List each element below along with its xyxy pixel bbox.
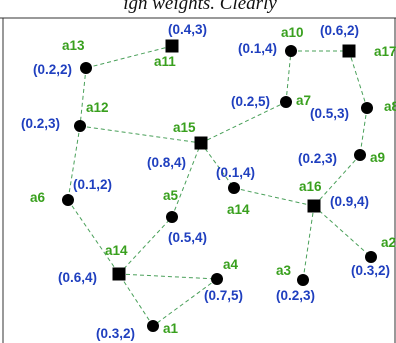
- edge-a4-a1: [152, 278, 218, 327]
- node-a14b: a14 (0.1,4): [216, 165, 255, 217]
- edge-a9-a16: [313, 154, 361, 207]
- node-a6-label: a6: [30, 190, 46, 205]
- node-a9-coord: (0.2,3): [298, 151, 337, 166]
- node-a7: a7 (0.2,5): [231, 93, 311, 109]
- node-a6: a6 (0.1,2): [30, 177, 112, 206]
- node-a2-circle-marker: [365, 251, 377, 263]
- node-a12-circle-marker: [74, 120, 86, 132]
- edge-a16-a2: [313, 205, 372, 258]
- node-a13: a13 (0.2,2): [33, 38, 92, 77]
- node-a9: a9 (0.2,3): [298, 149, 385, 166]
- node-a17-square-marker: [342, 44, 356, 58]
- node-a1-label: a1: [163, 321, 179, 336]
- node-a17-label: a17: [374, 44, 396, 59]
- node-a14: a14 (0.6,4): [58, 243, 128, 285]
- node-a14b-coord: (0.1,4): [216, 165, 255, 180]
- node-a10-label: a10: [281, 25, 304, 40]
- node-a15-coord: (0.8,4): [147, 155, 186, 170]
- node-a11: a11 (0.4,3): [154, 22, 207, 69]
- node-a14b-circle-marker: [228, 182, 240, 194]
- node-a11-label: a11: [154, 54, 176, 69]
- edge-a1-a14: [118, 273, 154, 327]
- node-a3: a3 (0.2,3): [276, 263, 315, 303]
- node-a1-coord: (0.3,2): [96, 326, 135, 341]
- edge-a13-a12: [79, 67, 87, 127]
- node-a8: a8 (0.5,3): [310, 99, 396, 121]
- node-a17-coord: (0.6,2): [320, 23, 359, 38]
- node-a9-circle-marker: [354, 149, 366, 161]
- node-a15-label: a15: [173, 120, 196, 135]
- node-a3-label: a3: [276, 263, 292, 278]
- node-a16-square-marker: [307, 199, 321, 213]
- node-a6-coord: (0.1,2): [73, 177, 112, 192]
- node-a8-coord: (0.5,3): [310, 106, 349, 121]
- node-a16-coord: (0.9,4): [330, 194, 369, 209]
- node-a4-coord: (0.7,5): [204, 288, 243, 303]
- edge-a14-a5: [118, 216, 173, 275]
- node-a4-label: a4: [223, 257, 239, 272]
- edge-a6-a14: [67, 199, 120, 275]
- edge-a16-a3: [302, 205, 315, 281]
- node-a2: a2 (0.3,2): [351, 235, 396, 278]
- node-a5-coord: (0.5,4): [168, 230, 207, 245]
- node-a2-coord: (0.3,2): [351, 263, 390, 278]
- node-a3-circle-marker: [297, 274, 309, 286]
- node-a9-label: a9: [370, 150, 385, 165]
- node-a14-label: a14: [105, 243, 128, 258]
- node-a14-square-marker: [112, 267, 126, 281]
- node-a10-coord: (0.1,4): [238, 41, 277, 56]
- node-a1: a1 (0.3,2): [96, 320, 179, 341]
- node-a5-circle-marker: [166, 211, 178, 223]
- node-a12-label: a12: [86, 100, 109, 115]
- node-a4-circle-marker: [211, 273, 223, 285]
- node-a15: a15 (0.8,4): [147, 120, 208, 170]
- node-a11-coord: (0.4,3): [168, 22, 207, 37]
- edge-a11-a13: [85, 45, 173, 69]
- node-a15-square-marker: [194, 136, 208, 150]
- node-a8-circle-marker: [361, 102, 373, 114]
- node-a16-label: a16: [299, 179, 322, 194]
- node-a7-circle-marker: [280, 96, 292, 108]
- edge-a17-a8: [348, 50, 368, 109]
- node-a5: a5 (0.5,4): [163, 188, 207, 245]
- node-a4: a4 (0.7,5): [204, 257, 243, 303]
- node-a10-circle-marker: [285, 45, 297, 57]
- node-a14-coord: (0.6,4): [58, 270, 97, 285]
- edge-a12-a15: [79, 125, 202, 144]
- edge-a15-a14b: [200, 142, 235, 189]
- edge-a15-a7: [200, 101, 287, 144]
- node-a12-coord: (0.2,3): [21, 116, 60, 131]
- node-a17: a17 (0.6,2): [320, 23, 396, 59]
- edge-layer: [67, 45, 372, 327]
- node-a13-label: a13: [62, 38, 85, 53]
- node-a10: a10 (0.1,4): [238, 25, 304, 57]
- header-text: ign weights. Clearly: [123, 0, 277, 14]
- node-layer: a11 (0.4,3) a13 (0.2,2) a10 (0.1,4) a17 (0.6,2)…: [21, 22, 396, 341]
- node-a1-circle-marker: [147, 320, 159, 332]
- node-a5-label: a5: [163, 188, 179, 203]
- edge-a14-a4: [118, 273, 218, 280]
- node-a12: a12 (0.2,3): [21, 100, 109, 132]
- node-a7-coord: (0.2,5): [231, 94, 270, 109]
- node-a8-label: a8: [384, 99, 396, 114]
- edge-a12-a6: [67, 125, 81, 201]
- node-a14b-label: a14: [227, 202, 250, 217]
- node-a2-label: a2: [381, 235, 396, 250]
- node-a7-label: a7: [296, 93, 311, 108]
- edge-a7-a10: [285, 50, 292, 103]
- node-a13-coord: (0.2,2): [33, 62, 72, 77]
- node-a13-circle-marker: [80, 62, 92, 74]
- node-a3-coord: (0.2,3): [276, 288, 315, 303]
- node-a16: a16 (0.9,4): [299, 179, 369, 213]
- node-a6-circle-marker: [62, 194, 74, 206]
- node-a11-square-marker: [165, 39, 179, 53]
- edge-a8-a9: [359, 107, 368, 156]
- edge-a5-a15: [171, 142, 202, 218]
